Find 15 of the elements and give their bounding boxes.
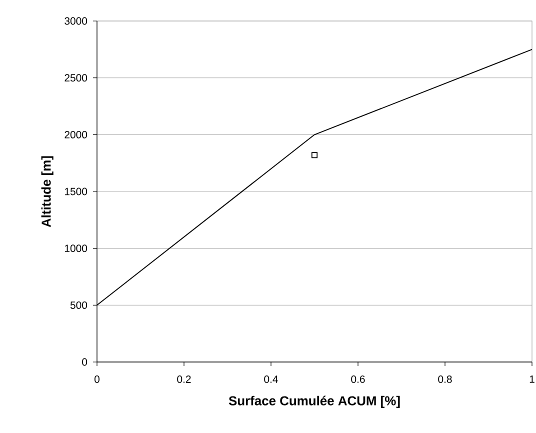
y-tick-label: 3000 (64, 17, 88, 25)
y-tick-label: 2500 (64, 74, 88, 82)
y-axis-title: Altitude [m] (41, 156, 54, 228)
y-tick-label: 1000 (65, 244, 88, 252)
x-tick-label: 0 (94, 376, 100, 383)
x-axis-title: Surface Cumulée ACUM [%] (228, 396, 400, 408)
x-tick-label: 0.2 (177, 376, 191, 383)
x-tick-label: 0.6 (351, 376, 365, 383)
x-tick-label: 1 (530, 376, 534, 383)
y-tick-label: 2000 (64, 130, 88, 138)
x-tick-label: 0.4 (264, 376, 278, 383)
y-tick-label: 500 (70, 301, 88, 309)
x-tick-label: 0.8 (438, 376, 452, 383)
y-tick-label: 1500 (65, 188, 88, 196)
y-tick-label: 0 (82, 358, 88, 366)
